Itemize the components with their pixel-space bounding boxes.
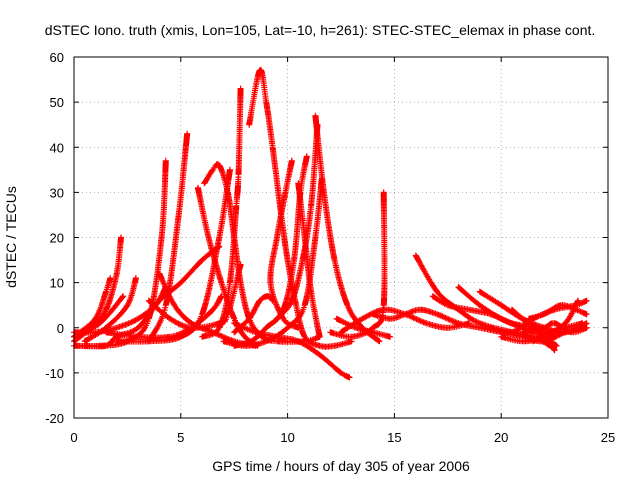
- grid: [74, 57, 608, 418]
- x-tick-label: 5: [177, 430, 184, 445]
- y-tick-label: 60: [50, 50, 64, 65]
- x-tick-label: 0: [70, 430, 77, 445]
- series-markers: [338, 306, 473, 336]
- x-tick-label: 15: [387, 430, 401, 445]
- series-markers: [295, 180, 323, 340]
- series-markers: [526, 302, 590, 322]
- y-tick-label: 10: [50, 276, 64, 291]
- series-33: [526, 302, 590, 322]
- series-markers: [333, 315, 394, 340]
- series-markers: [199, 85, 244, 340]
- series-21: [267, 157, 302, 331]
- series-26: [412, 252, 554, 349]
- series-23: [333, 315, 394, 340]
- y-tick-label: -20: [45, 411, 64, 426]
- x-tick-label: 25: [601, 430, 615, 445]
- series-markers: [530, 320, 586, 345]
- y-tick-label: 40: [50, 140, 64, 155]
- y-tick-label: 20: [50, 231, 64, 246]
- chart-title: dSTEC Iono. truth (xmis, Lon=105, Lat=-1…: [45, 22, 596, 38]
- series-37: [71, 293, 127, 340]
- series-11: [199, 85, 244, 340]
- series-20: [312, 112, 383, 345]
- series-markers: [312, 112, 383, 345]
- series-19: [295, 180, 323, 340]
- x-axis-label: GPS time / hours of day 305 of year 2006: [212, 458, 470, 474]
- series-14: [246, 67, 355, 350]
- series-markers: [231, 320, 353, 381]
- y-tick-label: 0: [57, 321, 64, 336]
- y-tick-label: 50: [50, 95, 64, 110]
- y-tick-label: 30: [50, 185, 64, 200]
- y-tick-label: -10: [45, 366, 64, 381]
- series-35: [530, 320, 586, 345]
- series-markers: [267, 157, 302, 331]
- x-tick-label: 10: [280, 430, 294, 445]
- series-17: [231, 320, 353, 381]
- series-markers: [246, 67, 355, 350]
- axis-ticks: 0 5 10 15 20 25 -20 -10 0 10 20 30 40 50 60: [45, 50, 615, 445]
- y-axis-label: dSTEC / TECUs: [3, 186, 19, 288]
- series-markers: [412, 252, 554, 349]
- x-tick-label: 20: [494, 430, 508, 445]
- data-series: [71, 67, 590, 381]
